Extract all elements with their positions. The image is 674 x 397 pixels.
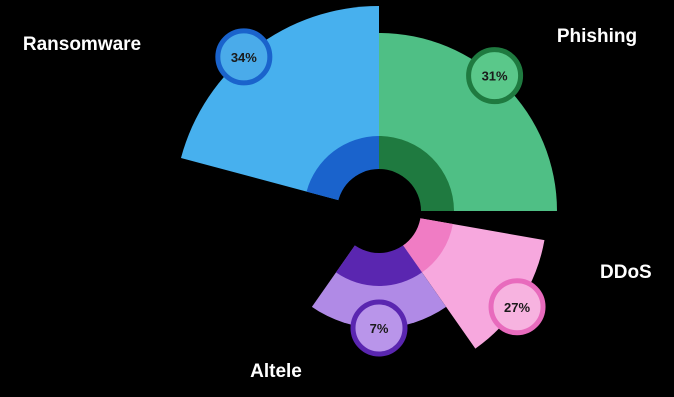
value-badge-phishing: 31%	[466, 47, 524, 105]
value-label-ddos: 27%	[504, 300, 530, 315]
value-badge-circle	[350, 299, 408, 357]
category-label-ransomware: Ransomware	[23, 34, 141, 55]
chart-category-labels: Phishing DDoS Altele Ransomware	[23, 26, 652, 382]
value-label-ransomware: 34%	[231, 50, 257, 65]
value-badge-circle	[466, 47, 524, 105]
category-label-phishing: Phishing	[557, 26, 637, 47]
value-badge-circle	[215, 28, 273, 86]
value-label-altele: 7%	[370, 321, 389, 336]
center-hole	[337, 169, 421, 253]
value-badge-ddos: 27%	[488, 278, 546, 336]
chart-value-badges: 31% 27% 7% 34%	[215, 28, 546, 357]
category-label-altele: Altele	[250, 361, 302, 382]
value-badge-altele: 7%	[350, 299, 408, 357]
value-label-phishing: 31%	[482, 69, 508, 84]
value-badge-ransomware: 34%	[215, 28, 273, 86]
category-label-ddos: DDoS	[600, 262, 652, 283]
value-badge-circle	[488, 278, 546, 336]
